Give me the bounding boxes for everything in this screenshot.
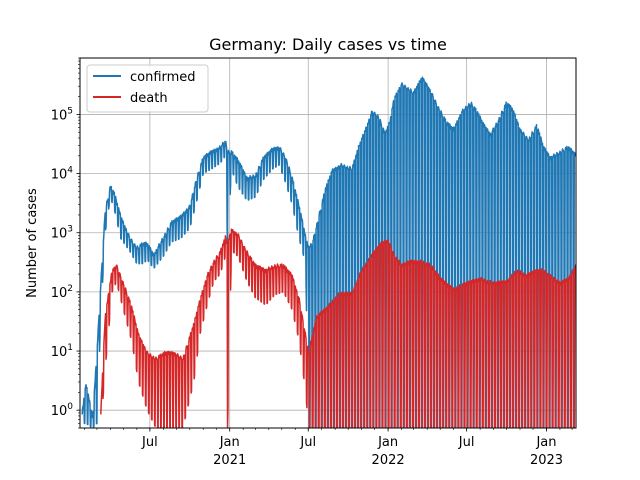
x-tick-label: Jan [535,435,556,450]
y-tick-label: 104 [51,166,74,183]
axis-ticks: 100 101 102 103 104 105 Jul Jan 2021 Jul Jan 2022 Ju… [51,57,573,468]
series-line-confirmed [81,76,576,428]
plot-frame [79,57,577,429]
y-tick-label: 103 [51,225,73,242]
x-tick-label: Jul [141,435,158,450]
series-line-death [100,228,576,428]
x-tick-year-label: 2023 [530,453,563,468]
chart-title: Germany: Daily cases vs time [209,35,447,54]
legend-label-death: death [130,91,168,106]
legend-label-confirmed: confirmed [130,70,196,85]
y-tick-label: 105 [51,106,73,123]
y-tick-label: 102 [51,284,73,301]
y-tick-label: 101 [51,343,73,360]
y-tick-label: 100 [51,402,74,419]
x-tick-label: Jul [458,435,475,450]
x-tick-label: Jul [299,435,316,450]
x-tick-year-label: 2021 [213,453,246,468]
legend: confirmed death [86,64,209,113]
x-tick-label: Jan [377,435,398,450]
series-layer [81,76,576,428]
y-axis-label: Number of cases [25,188,40,298]
x-tick-year-label: 2022 [372,453,405,468]
x-tick-label: Jan [219,435,240,450]
